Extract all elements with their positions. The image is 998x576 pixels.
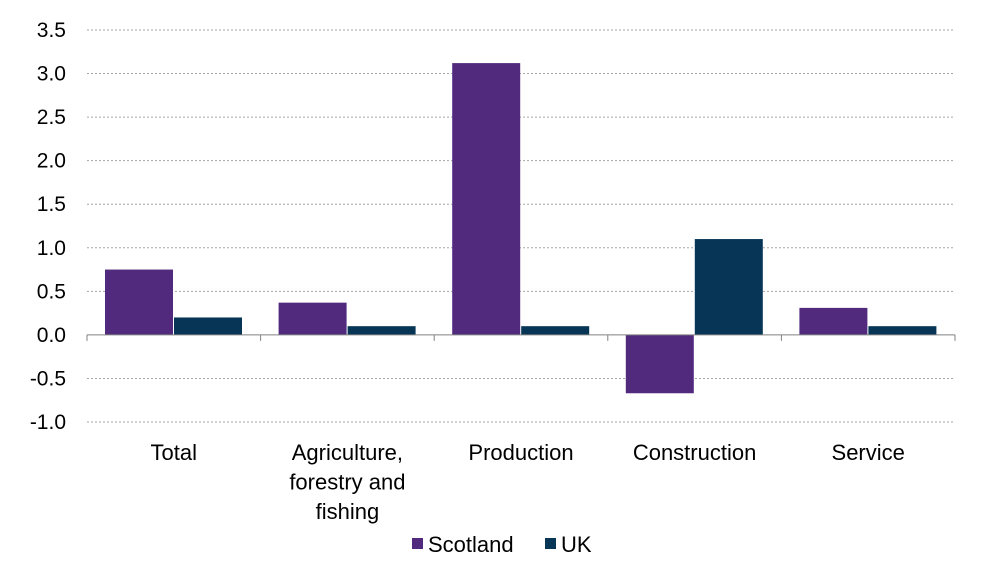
bar-scotland-0	[105, 269, 173, 335]
category-labels: Total Agriculture, forestry and fishing Prod…	[151, 440, 905, 524]
category-label: Service	[832, 440, 905, 465]
bar-scotland-1	[278, 302, 347, 335]
legend-item-uk: UK	[545, 532, 592, 557]
y-tick-label: 3.0	[37, 63, 66, 86]
y-tick-label: 2.0	[37, 150, 66, 173]
y-tick-label: 2.5	[37, 106, 66, 129]
y-tick-label: 1.0	[37, 237, 66, 260]
legend-label: UK	[561, 532, 592, 557]
bar-scotland-4	[799, 307, 868, 335]
bar-scotland-3	[625, 334, 694, 394]
legend-swatch	[412, 538, 423, 549]
bars	[105, 63, 937, 394]
legend-swatch	[545, 538, 556, 549]
legend-label: Scotland	[428, 532, 514, 557]
y-tick-label: -0.5	[30, 367, 66, 390]
bar-uk-1	[347, 326, 416, 335]
legend: Scotland UK	[412, 532, 592, 557]
legend-item-scotland: Scotland	[412, 532, 514, 557]
y-axis-tick-labels: 3.5 3.0 2.5 2.0 1.5 1.0 0.5 0.0 -0.5 -1.0	[30, 19, 66, 434]
bar-uk-0	[174, 317, 242, 335]
y-tick-label: 3.5	[37, 19, 66, 42]
bar-uk-3	[694, 239, 763, 335]
category-label: Agriculture, forestry and fishing	[289, 440, 405, 524]
gridlines	[87, 29, 955, 423]
y-tick-label: -1.0	[30, 411, 66, 434]
bar-uk-2	[521, 326, 590, 335]
category-label: Construction	[633, 440, 757, 465]
category-label: Production	[468, 440, 573, 465]
x-axis	[86, 334, 956, 341]
bar-scotland-2	[452, 63, 521, 335]
y-tick-label: 1.5	[37, 193, 66, 216]
category-label: Total	[151, 440, 197, 465]
bar-uk-4	[868, 326, 937, 335]
y-tick-label: 0.0	[37, 324, 66, 347]
y-tick-label: 0.5	[37, 280, 66, 303]
